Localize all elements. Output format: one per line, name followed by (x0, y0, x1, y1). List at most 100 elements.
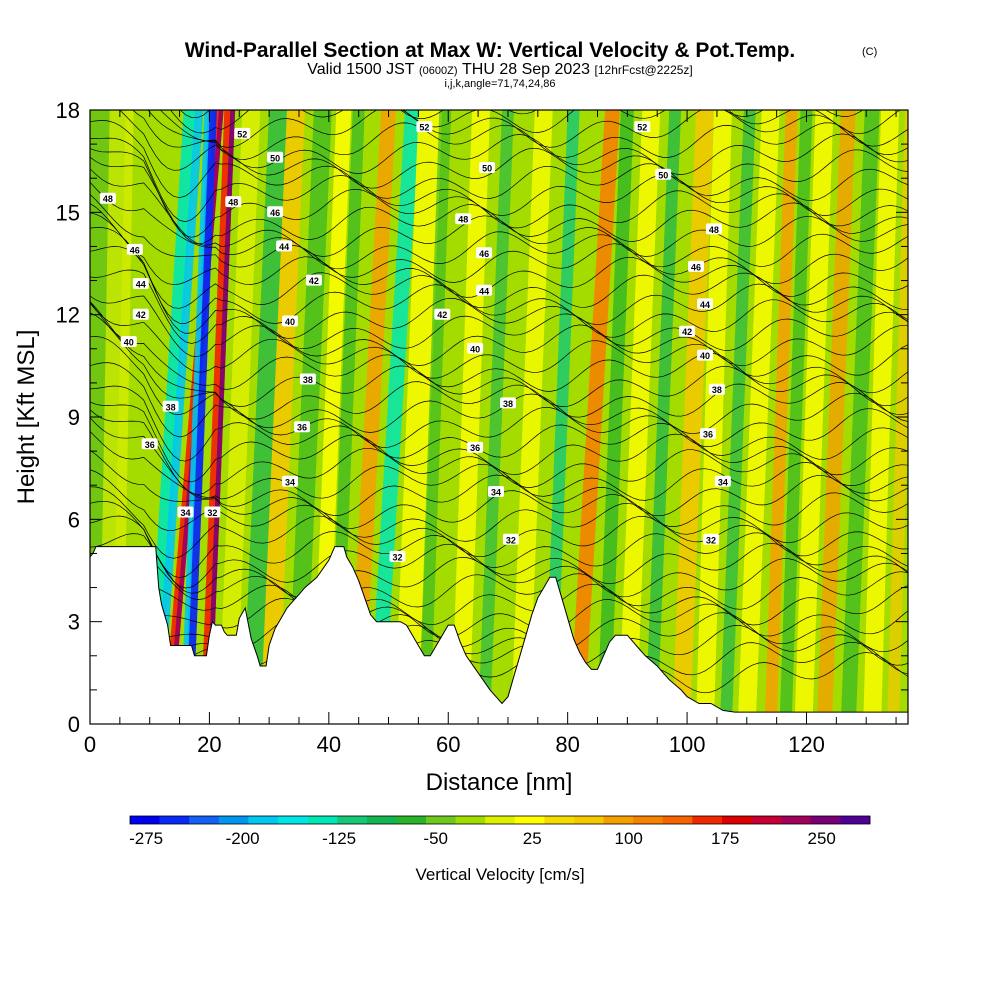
theta-contour (90, 302, 908, 379)
contour-label: 52 (416, 121, 433, 133)
theta-contour (90, 203, 908, 298)
colorbar-swatch (840, 816, 871, 824)
contour-label-text: 38 (303, 375, 313, 385)
contour-label-text: 42 (437, 310, 447, 320)
colorbar-swatch (485, 816, 516, 824)
colorbar-frame (129, 815, 871, 825)
contour-label-text: 46 (270, 208, 280, 218)
contour-label-text: 36 (145, 440, 155, 450)
contour-label-text: 34 (491, 488, 501, 498)
velocity-band (645, 110, 682, 724)
theta-contour (90, 401, 908, 483)
colorbar-tick-label: 25 (523, 829, 542, 848)
velocity-band (218, 110, 261, 724)
theta-contour (90, 120, 908, 201)
colorbar-swatch (810, 816, 841, 824)
velocity-band (719, 110, 756, 724)
colorbar-tick-label: -275 (129, 829, 163, 848)
contour-label-text: 32 (706, 535, 716, 545)
contour-label: 32 (502, 533, 519, 545)
velocity-band (478, 110, 514, 724)
contour-label: 52 (634, 121, 651, 133)
contour-label: 44 (132, 278, 149, 290)
y-tick-label: 12 (56, 303, 80, 328)
velocity-band (146, 110, 197, 724)
x-axis-label: Distance [nm] (426, 769, 573, 796)
contour-label: 34 (714, 475, 731, 487)
theta-contour (90, 533, 908, 598)
contour-label-text: 44 (136, 280, 146, 290)
colorbar-swatch (307, 816, 338, 824)
velocity-band (816, 110, 856, 724)
colorbar-swatch (366, 816, 397, 824)
contour-label-text: 46 (130, 245, 140, 255)
contour-label: 40 (697, 349, 713, 361)
contour-label-text: 38 (503, 399, 513, 409)
contour-label: 36 (467, 441, 484, 453)
contour-label-text: 36 (703, 430, 713, 440)
contour-label-text: 40 (124, 338, 134, 348)
contour-label: 40 (467, 342, 484, 354)
contour-label-text: 40 (470, 344, 480, 354)
contour-label: 50 (655, 168, 672, 180)
theta-contour (90, 100, 908, 107)
y-axis-label: Height [Kft MSL] (13, 330, 40, 505)
contour-label-text: 42 (136, 310, 146, 320)
contour-labels: 52 50 52 50 52 50 48 48 46 48 48 46 44 46 46 44 42 44 44 42… (99, 121, 731, 562)
x-tick-label: 0 (84, 732, 96, 757)
colorbar-swatch (633, 816, 664, 824)
contour-label-text: 42 (309, 276, 319, 286)
y-tick-label: 9 (68, 405, 80, 430)
x-axis: 0 20 40 60 80 100 120 (84, 110, 897, 757)
colorbar-swatch (278, 816, 308, 824)
theta-contour (159, 110, 908, 148)
velocity-band (510, 110, 553, 724)
contour-label: 50 (479, 162, 496, 174)
contour-label-text: 44 (700, 300, 710, 310)
terrain-mask (90, 546, 908, 724)
plot-area: 52 50 52 50 52 50 48 48 46 48 48 46 44 46 46 44 42 44 44 42… (90, 100, 908, 724)
contour-label-text: 32 (392, 552, 402, 562)
contour-label-text: 48 (458, 215, 468, 225)
theta-contour (90, 409, 908, 496)
velocity-band (596, 110, 634, 724)
contour-label: 38 (299, 373, 316, 385)
contour-label-text: 50 (658, 170, 668, 180)
contour-label-text: 46 (691, 262, 701, 272)
theta-contour (90, 269, 908, 351)
contour-label-text: 34 (285, 477, 295, 487)
colorbar-tick-label: 250 (808, 829, 836, 848)
x-tick-label: 20 (197, 732, 221, 757)
chart-info-line: i,j,k,angle=71,74,24,86 (444, 78, 555, 90)
contour-label: 42 (305, 274, 322, 286)
theta-contour (90, 301, 908, 407)
contour-label-text: 52 (419, 123, 429, 133)
contour-label: 48 (99, 192, 116, 204)
x-tick-label: 40 (317, 732, 341, 757)
theta-contour (90, 194, 908, 285)
colorbar-tick-label: 100 (615, 829, 643, 848)
theta-contour (90, 168, 908, 257)
contour-label-text: 40 (285, 317, 295, 327)
theta-contour (132, 110, 908, 175)
contour-label: 38 (708, 383, 725, 395)
contour-label: 34 (282, 475, 298, 487)
contour-label: 34 (177, 506, 194, 518)
y-tick-label: 18 (56, 98, 80, 123)
colorbar-swatch (574, 816, 604, 824)
chart-title: Wind-Parallel Section at Max W: Vertical… (185, 39, 796, 62)
contour-label: 40 (120, 336, 137, 348)
contour-label-text: 38 (712, 385, 722, 395)
contour-label-text: 52 (637, 123, 647, 133)
colorbar-swatch (751, 816, 782, 824)
colorbar-swatch (722, 816, 752, 824)
x-tick-label: 120 (788, 732, 825, 757)
contour-label-text: 50 (270, 153, 280, 163)
contour-label: 36 (141, 438, 158, 450)
subtitle-lead: Valid 1500 JST (307, 61, 415, 78)
colorbar-swatch (189, 816, 220, 824)
y-tick-label: 0 (68, 712, 80, 737)
contour-label: 48 (455, 213, 472, 225)
velocity-band (394, 110, 443, 724)
